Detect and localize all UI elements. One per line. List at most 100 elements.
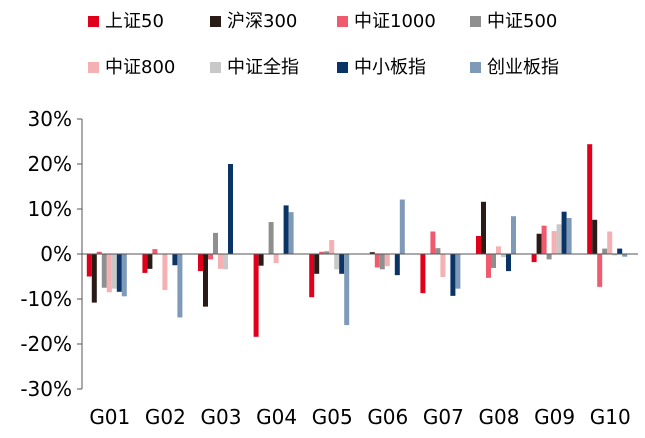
bar-g04-s5 <box>273 254 279 263</box>
y-tick-label: -30% <box>20 377 72 401</box>
y-tick-label: 0% <box>40 242 72 266</box>
bar-g10-s1 <box>587 144 593 254</box>
bar-g03-s4 <box>213 232 218 254</box>
bar-g05-s5 <box>329 240 335 254</box>
bar-g10-s7 <box>617 248 623 254</box>
bar-g09-s8 <box>566 218 572 254</box>
bar-g01-s6 <box>111 254 117 289</box>
bar-g01-s7 <box>116 254 122 292</box>
bar-g10-s2 <box>592 219 598 254</box>
x-axis: G01 G02 G03 G04 G05 G06 G07 G08 G09 G10 <box>82 253 638 429</box>
bar-g10-s5 <box>607 231 613 254</box>
legend-label-5: 中证800 <box>105 57 175 78</box>
bar-g04-s7 <box>283 205 289 254</box>
legend-swatch-8 <box>470 62 481 73</box>
x-tick-label: G03 <box>201 405 242 429</box>
bar-g02-s5 <box>162 254 168 290</box>
bar-g07-s7 <box>450 254 456 296</box>
bar-g05-s8 <box>344 254 350 326</box>
legend-swatch-7 <box>337 62 348 73</box>
bar-g10-s8 <box>622 254 628 257</box>
bar-g05-s2 <box>314 254 320 274</box>
x-tick-label: G05 <box>312 405 353 429</box>
bar-g10-s4 <box>602 248 608 254</box>
x-tick-label: G04 <box>256 405 297 429</box>
bar-g07-s1 <box>420 254 426 294</box>
legend-label-6: 中证全指 <box>227 57 299 78</box>
legend-swatch-5 <box>88 62 99 73</box>
legend-label-1: 上证50 <box>105 11 164 32</box>
bar-g03-s5 <box>218 254 223 269</box>
y-tick-label: 30% <box>28 107 72 131</box>
x-tick-label: G07 <box>423 405 464 429</box>
x-tick-label: G01 <box>89 405 130 429</box>
bar-g06-s8 <box>399 199 405 254</box>
bar-g01-s5 <box>106 254 112 293</box>
x-tick-label: G02 <box>145 405 186 429</box>
bar-g09-s3 <box>541 225 547 254</box>
bar-g02-s2 <box>147 254 153 269</box>
bar-g08-s1 <box>476 236 481 254</box>
bar-g02-s8 <box>177 254 183 318</box>
bar-g10-s6 <box>612 254 618 256</box>
legend-swatch-1 <box>88 16 99 27</box>
bar-g05-s1 <box>309 254 315 298</box>
legend-swatch-3 <box>337 16 348 27</box>
y-tick-label: 10% <box>28 197 72 221</box>
bar-g03-s3 <box>208 254 213 260</box>
y-tick-label: -10% <box>20 287 72 311</box>
y-tick-label: -20% <box>20 332 72 356</box>
bar-g09-s5 <box>551 231 557 254</box>
bar-g09-s6 <box>556 224 562 254</box>
bar-g08-s6 <box>501 254 506 258</box>
bar-g08-s4 <box>491 254 496 268</box>
legend-swatch-4 <box>470 16 481 27</box>
bar-g05-s4 <box>324 251 330 254</box>
legend-label-8: 创业板指 <box>487 57 559 78</box>
bar-g07-s5 <box>440 254 446 277</box>
bar-g06-s2 <box>369 252 375 254</box>
bar-g02-s1 <box>142 254 148 273</box>
bar-g01-s1 <box>86 254 92 277</box>
bar-g07-s8 <box>455 254 461 289</box>
bar-g08-s3 <box>486 254 491 278</box>
bar-g05-s7 <box>339 254 345 274</box>
bar-g01-s8 <box>121 254 127 297</box>
bar-g03-s6 <box>223 254 228 270</box>
bar-g02-s3 <box>152 249 158 254</box>
bar-g09-s4 <box>546 254 552 260</box>
bar-g06-s4 <box>379 254 385 270</box>
bar-g04-s4 <box>268 222 274 254</box>
legend-label-3: 中证1000 <box>354 11 436 32</box>
bar-g06-s7 <box>394 254 400 276</box>
y-axis: 30% 20% 10% 0% -10% -20% -30% <box>20 107 83 401</box>
bar-g02-s7 <box>172 254 178 266</box>
bar-g08-s7 <box>506 254 511 272</box>
bar-g08-s2 <box>481 201 486 254</box>
bar-g07-s3 <box>430 231 436 254</box>
bar-g01-s3 <box>96 251 102 254</box>
bar-g10-s3 <box>597 254 603 287</box>
legend-label-7: 中小板指 <box>354 57 426 78</box>
y-tick-label: 20% <box>28 152 72 176</box>
bar-g03-s1 <box>198 254 203 272</box>
bar-g09-s2 <box>536 233 542 254</box>
bar-g04-s8 <box>288 212 294 254</box>
x-tick-label: G06 <box>367 405 408 429</box>
bar-g04-s2 <box>258 254 264 266</box>
bar-g08-s5 <box>496 246 501 254</box>
bar-g08-s8 <box>511 216 516 254</box>
bar-g05-s3 <box>319 251 325 254</box>
bar-g09-s7 <box>561 211 567 254</box>
bar-g03-s2 <box>203 254 208 307</box>
legend-label-4: 中证500 <box>487 11 557 32</box>
bar-g01-s4 <box>101 254 107 288</box>
x-tick-label: G10 <box>590 405 631 429</box>
legend: 上证50 沪深300 中证1000 中证500 中证800 中证全指 中小板指 创业板指 <box>88 11 559 78</box>
legend-swatch-6 <box>210 62 221 73</box>
x-tick-label: G09 <box>534 405 575 429</box>
legend-label-2: 沪深300 <box>227 11 297 32</box>
x-tick-label: G08 <box>479 405 520 429</box>
bar-g04-s1 <box>253 254 259 337</box>
